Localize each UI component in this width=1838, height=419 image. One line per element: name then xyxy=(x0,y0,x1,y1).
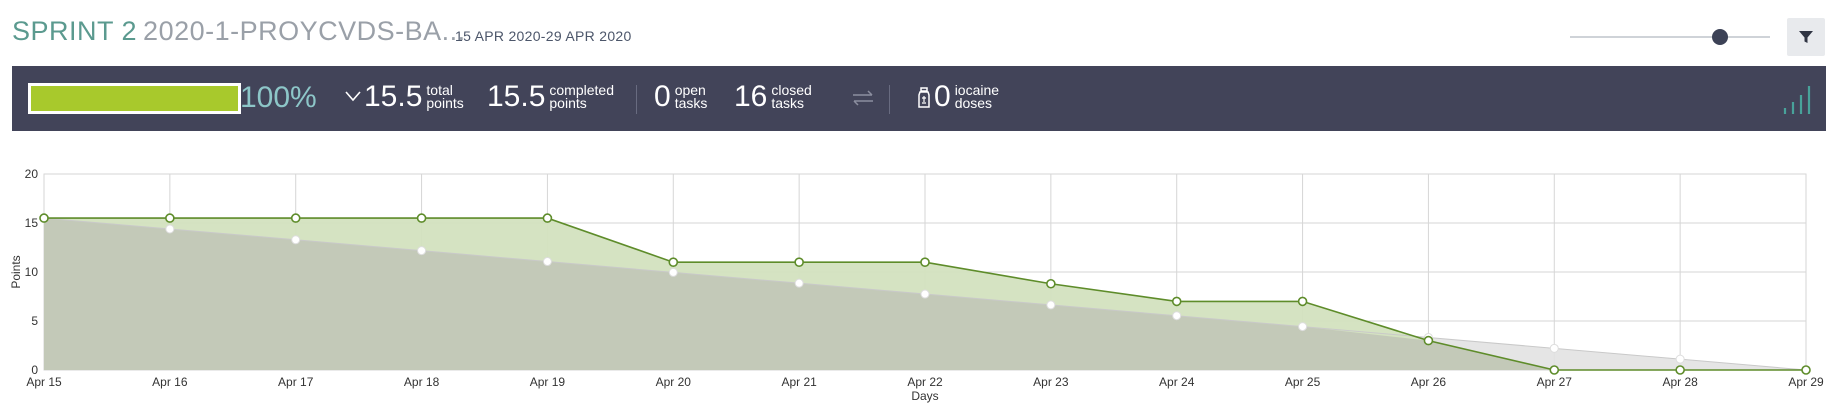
iocaine-doses-value: 0 xyxy=(934,80,951,114)
y-tick-label: 5 xyxy=(31,314,38,328)
x-tick-label: Apr 15 xyxy=(26,375,62,389)
x-tick-label: Apr 17 xyxy=(278,375,314,389)
completed-points-value: 15.5 xyxy=(487,80,545,114)
x-tick-label: Apr 21 xyxy=(781,375,817,389)
actual-point xyxy=(921,258,929,266)
actual-point xyxy=(166,214,174,222)
actual-point xyxy=(1173,297,1181,305)
x-tick-label: Apr 16 xyxy=(152,375,188,389)
iocaine-doses-label-2: doses xyxy=(955,97,999,110)
sprint-dates: 15 APR 2020-29 APR 2020 xyxy=(455,28,632,44)
actual-point xyxy=(1676,366,1684,374)
iocaine-bottle-icon xyxy=(916,86,932,110)
progress-bar-fill xyxy=(31,86,238,111)
swap-arrows-icon[interactable] xyxy=(851,88,875,108)
sprint-label: SPRINT 2 xyxy=(12,16,137,46)
ideal-point xyxy=(1047,301,1055,309)
total-points-label-2: points xyxy=(426,97,463,110)
completed-points-label-2: points xyxy=(549,97,614,110)
y-tick-label: 20 xyxy=(25,167,39,181)
total-points-stat: 15.5 total points xyxy=(364,80,464,114)
ideal-point xyxy=(1173,312,1181,320)
ideal-point xyxy=(292,236,300,244)
summary-divider xyxy=(636,85,637,114)
open-tasks-stat: 0 open tasks xyxy=(654,80,707,114)
zoom-slider-handle[interactable] xyxy=(1712,29,1728,45)
sprint-summary-bar: 100% 15.5 total points 15.5 completed poin… xyxy=(12,66,1826,131)
closed-tasks-value: 16 xyxy=(734,80,767,114)
summary-divider xyxy=(889,85,890,114)
actual-point xyxy=(1299,297,1307,305)
actual-point xyxy=(669,258,677,266)
ideal-point xyxy=(1299,323,1307,331)
zoom-slider-track[interactable] xyxy=(1570,36,1770,38)
ideal-point xyxy=(1676,355,1684,363)
actual-point xyxy=(795,258,803,266)
filter-button[interactable] xyxy=(1787,18,1825,56)
open-tasks-value: 0 xyxy=(654,80,671,114)
x-tick-label: Apr 19 xyxy=(530,375,566,389)
actual-point xyxy=(1047,280,1055,288)
progress-percent: 100% xyxy=(240,81,317,115)
sprint-header: SPRINT 2 2020-1-PROYCVDS-BA... 15 APR 202… xyxy=(0,0,1838,70)
x-tick-label: Apr 24 xyxy=(1159,375,1195,389)
actual-point xyxy=(292,214,300,222)
ideal-point xyxy=(1550,344,1558,352)
actual-point xyxy=(418,214,426,222)
actual-point xyxy=(543,214,551,222)
actual-point xyxy=(1550,366,1558,374)
ideal-point xyxy=(543,258,551,266)
x-tick-label: Apr 23 xyxy=(1033,375,1069,389)
sprint-title: SPRINT 2 2020-1-PROYCVDS-BA... xyxy=(12,16,466,47)
x-axis-label: Days xyxy=(911,389,938,403)
x-tick-label: Apr 20 xyxy=(656,375,692,389)
closed-tasks-stat: 16 closed tasks xyxy=(734,80,812,114)
closed-tasks-label-2: tasks xyxy=(771,97,811,110)
chevron-down-icon[interactable] xyxy=(345,90,361,102)
x-tick-label: Apr 27 xyxy=(1537,375,1573,389)
x-tick-label: Apr 18 xyxy=(404,375,440,389)
actual-point xyxy=(1424,337,1432,345)
y-tick-label: 10 xyxy=(25,265,39,279)
x-tick-label: Apr 26 xyxy=(1411,375,1447,389)
ideal-point xyxy=(921,290,929,298)
progress-bar xyxy=(28,83,241,114)
bar-graph-icon[interactable] xyxy=(1783,82,1813,116)
actual-point xyxy=(40,214,48,222)
y-tick-label: 15 xyxy=(25,216,39,230)
project-name[interactable]: 2020-1-PROYCVDS-BA... xyxy=(143,16,466,46)
x-tick-label: Apr 29 xyxy=(1788,375,1824,389)
filter-funnel-icon xyxy=(1798,29,1814,45)
ideal-point xyxy=(166,225,174,233)
iocaine-doses-stat: 0 iocaine doses xyxy=(934,80,999,114)
x-tick-label: Apr 28 xyxy=(1662,375,1698,389)
x-tick-label: Apr 25 xyxy=(1285,375,1321,389)
total-points-value: 15.5 xyxy=(364,80,422,114)
ideal-point xyxy=(795,279,803,287)
ideal-point xyxy=(418,247,426,255)
open-tasks-label-2: tasks xyxy=(675,97,708,110)
completed-points-stat: 15.5 completed points xyxy=(487,80,614,114)
y-axis-label: Points xyxy=(9,255,23,288)
actual-point xyxy=(1802,366,1810,374)
ideal-point xyxy=(669,268,677,276)
x-tick-label: Apr 22 xyxy=(907,375,943,389)
